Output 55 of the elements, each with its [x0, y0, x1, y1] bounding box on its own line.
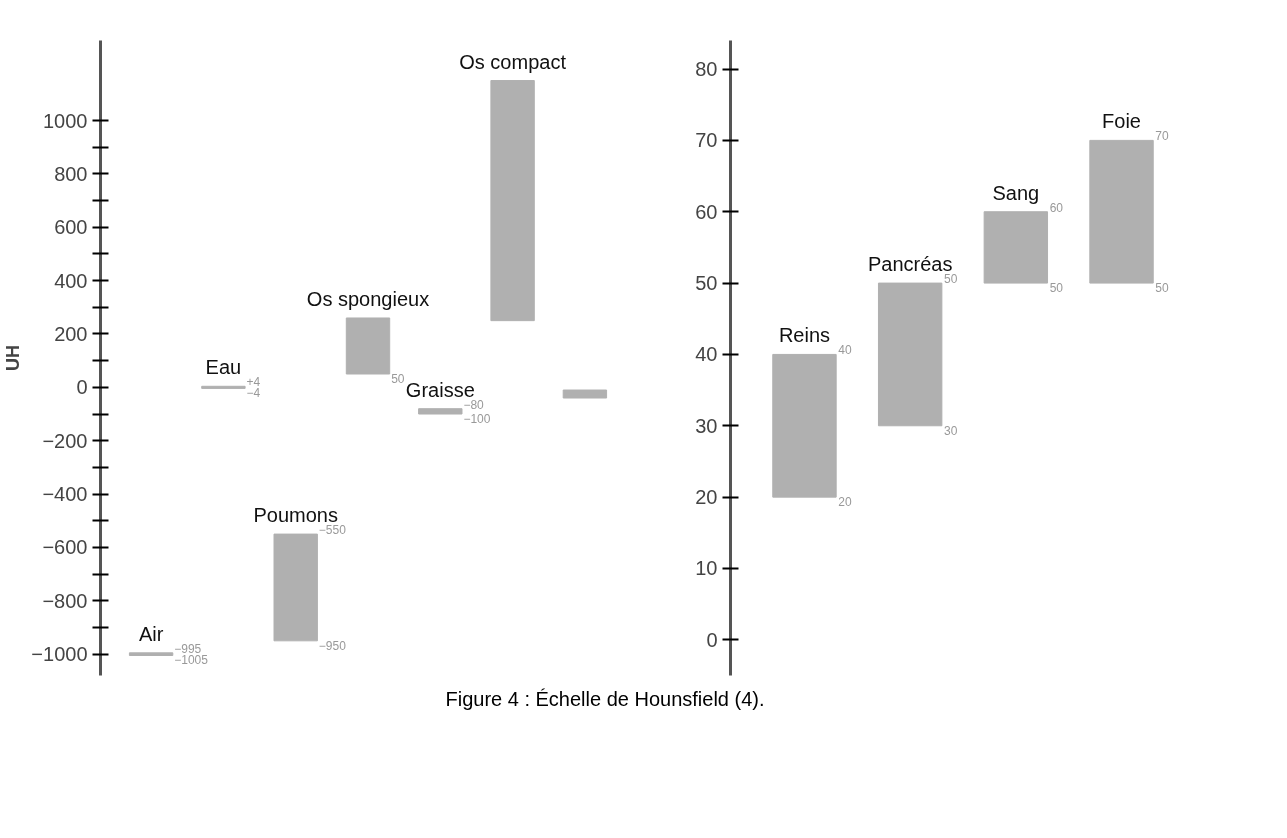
- y-tick-label: 80: [695, 58, 718, 81]
- y-tick-label: 0: [76, 376, 88, 399]
- annotation: 40: [838, 343, 852, 358]
- y-axis-title: UH: [3, 345, 24, 371]
- annotation: −1005: [174, 653, 209, 668]
- bar: [201, 385, 246, 389]
- annotation: −950: [318, 638, 347, 653]
- annotation: 30: [943, 423, 958, 438]
- y-tick-label: 50: [695, 272, 718, 295]
- annotation: 50: [1049, 281, 1064, 296]
- annotation: −4: [246, 386, 261, 401]
- bar: [128, 652, 174, 656]
- y-tick-label: 800: [54, 162, 88, 185]
- bar: [877, 282, 943, 427]
- y-tick-label: 70: [695, 129, 718, 152]
- y-tick-label: −600: [42, 536, 88, 559]
- bar: [490, 80, 535, 322]
- x-tick-label: Os spongieux: [306, 287, 430, 310]
- y-tick-label: 200: [54, 322, 88, 345]
- y-tick-label: 600: [54, 216, 88, 239]
- y-tick-label: 1000: [43, 109, 88, 132]
- bar: [983, 211, 1049, 284]
- y-tick-label: 400: [54, 269, 88, 292]
- annotation: −550: [318, 523, 347, 538]
- y-tick-label: 40: [695, 343, 718, 366]
- bar: [418, 408, 463, 415]
- annotation: 50: [391, 372, 405, 387]
- annotation: 60: [1049, 200, 1064, 215]
- y-tick-label: −1000: [31, 643, 88, 666]
- y-tick-label: −200: [42, 429, 88, 452]
- x-tick-label: Os compact: [459, 50, 567, 73]
- annotation: −995: [174, 641, 202, 656]
- bar: [562, 389, 608, 399]
- y-tick-label: −800: [42, 589, 88, 612]
- x-tick-label: Reins: [778, 324, 831, 347]
- x-tick-label: Foie: [1102, 110, 1141, 133]
- x-tick-label: Eau: [205, 356, 242, 379]
- y-tick-label: 60: [695, 200, 718, 223]
- annotation: 50: [1155, 281, 1170, 296]
- bar: [345, 317, 391, 375]
- y-tick-label: 30: [695, 414, 718, 437]
- caption: Figure 4 : Échelle de Hounsfield (4).: [445, 687, 765, 712]
- x-tick-label: Sang: [992, 181, 1040, 204]
- y-tick-label: −400: [42, 483, 88, 506]
- y-tick-label: 20: [695, 486, 718, 509]
- bar: [772, 353, 837, 498]
- bar: [1089, 139, 1154, 284]
- annotation: 50: [943, 272, 958, 287]
- annotation: −100: [463, 412, 491, 427]
- bar: [273, 533, 318, 642]
- x-tick-label: Air: [138, 622, 164, 645]
- annotation: 20: [838, 495, 852, 510]
- y-tick-label: 0: [706, 628, 718, 651]
- y-tick-label: 10: [695, 557, 718, 580]
- annotation: 70: [1155, 129, 1170, 144]
